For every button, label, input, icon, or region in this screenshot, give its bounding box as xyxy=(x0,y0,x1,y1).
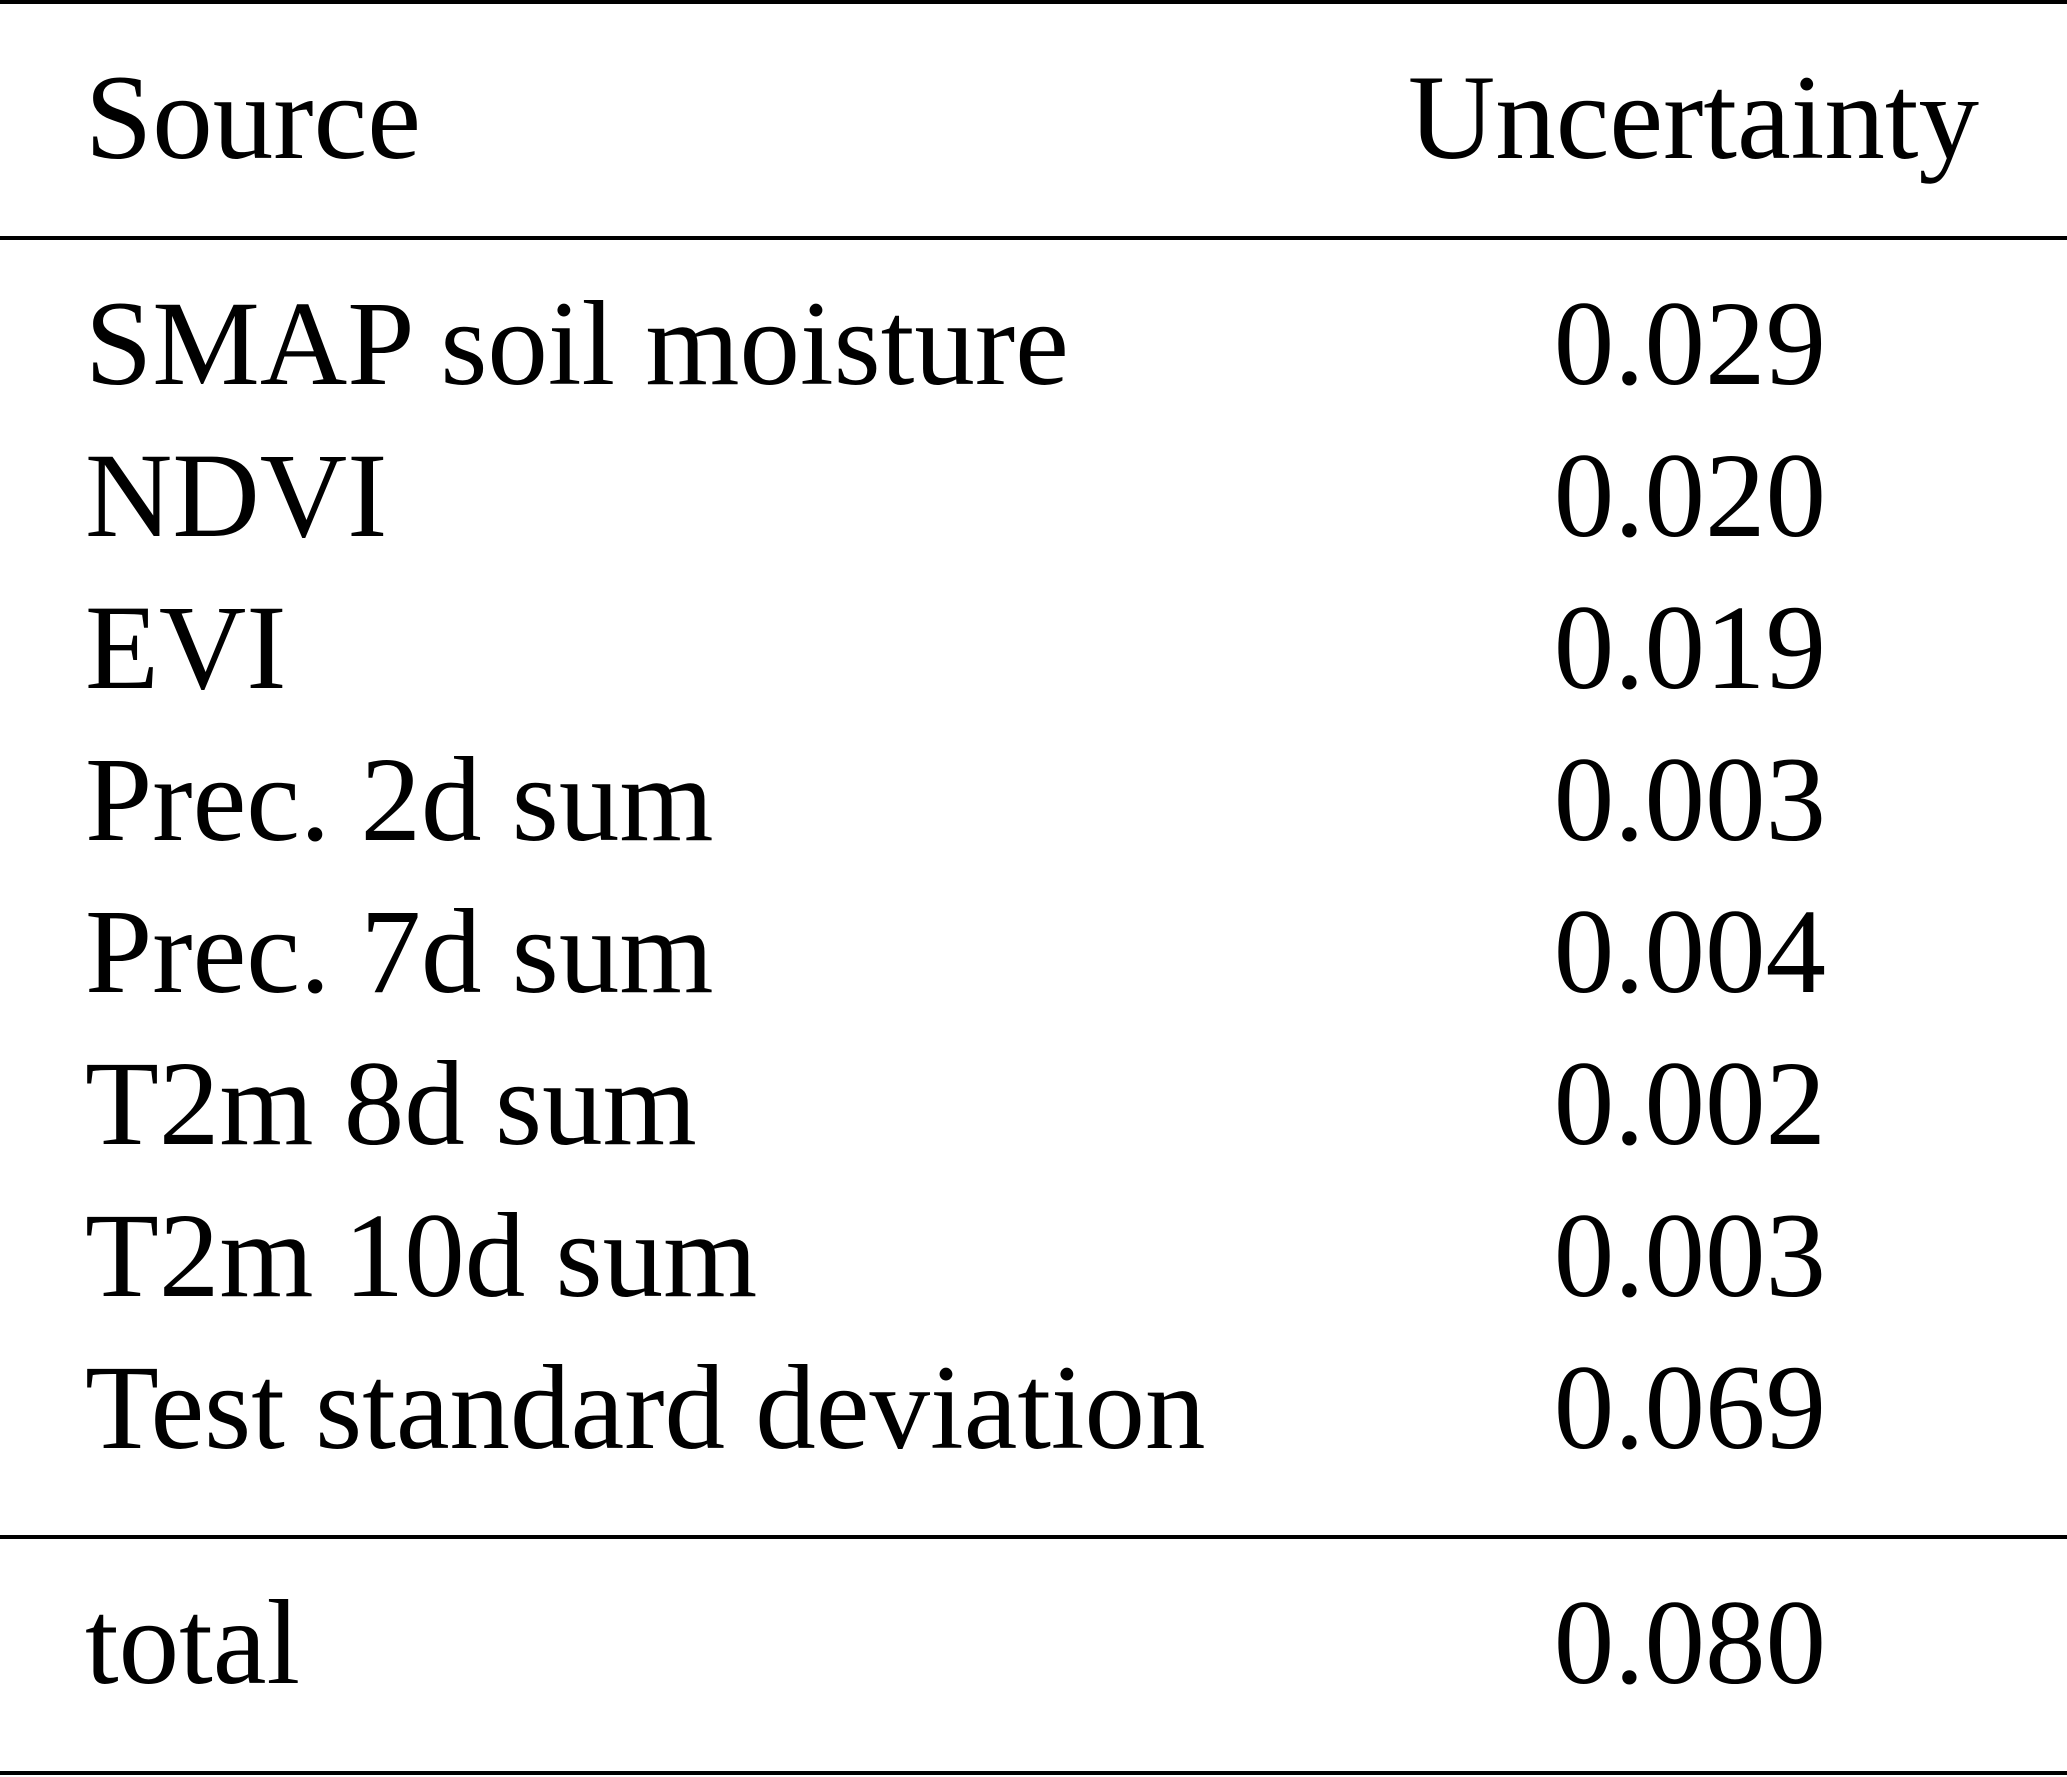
header-source: Source xyxy=(85,51,421,185)
bottom-rule xyxy=(0,1771,2067,1775)
row-source: SMAP soil moisture xyxy=(85,277,1069,411)
header-rule xyxy=(0,236,2067,240)
row-source: Prec. 2d sum xyxy=(85,733,714,867)
row-uncertainty: 0.029 xyxy=(1553,277,1826,411)
row-source: Prec. 7d sum xyxy=(85,885,714,1019)
row-uncertainty: 0.003 xyxy=(1553,1189,1826,1323)
header-uncertainty: Uncertainty xyxy=(1407,51,1979,185)
footer-source: total xyxy=(85,1576,301,1710)
row-source: Test standard deviation xyxy=(85,1341,1206,1475)
row-uncertainty: 0.069 xyxy=(1553,1341,1826,1475)
row-source: NDVI xyxy=(85,429,388,563)
row-uncertainty: 0.002 xyxy=(1553,1037,1826,1171)
footer-rule xyxy=(0,1535,2067,1539)
row-source: T2m 8d sum xyxy=(85,1037,697,1171)
row-source: T2m 10d sum xyxy=(85,1189,758,1323)
top-rule xyxy=(0,0,2067,4)
row-source: EVI xyxy=(85,581,287,715)
row-uncertainty: 0.020 xyxy=(1553,429,1826,563)
footer-uncertainty: 0.080 xyxy=(1553,1576,1826,1710)
row-uncertainty: 0.004 xyxy=(1553,885,1826,1019)
row-uncertainty: 0.019 xyxy=(1553,581,1826,715)
row-uncertainty: 0.003 xyxy=(1553,733,1826,867)
